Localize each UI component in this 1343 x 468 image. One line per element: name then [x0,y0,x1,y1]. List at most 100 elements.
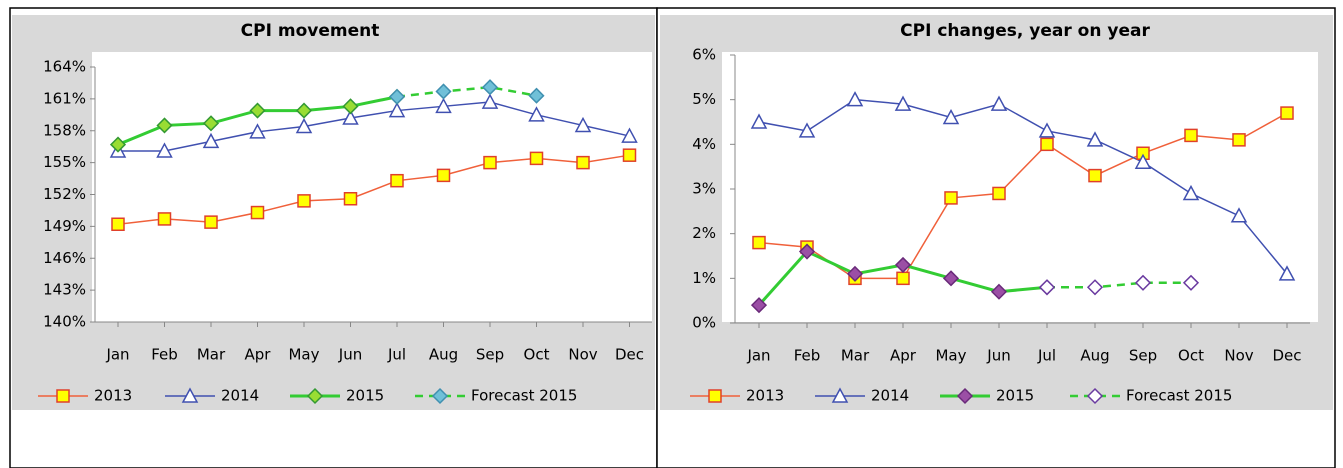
legend-label: 2015 [996,387,1034,405]
y-tick-label: 3% [692,180,716,198]
marker [1182,184,1200,201]
x-tick-label: Jul [1037,347,1056,365]
x-tick-label: Jan [746,347,770,365]
marker [846,91,864,107]
marker [528,106,545,122]
x-tick-label: Feb [794,347,821,365]
plot-area [92,52,652,322]
chart-title: CPI changes, year on year [900,21,1150,41]
marker [342,109,359,125]
marker [1134,153,1152,169]
series-line [118,101,630,152]
x-tick-label: Jun [986,347,1010,365]
marker [1088,168,1102,183]
marker [846,265,864,282]
x-tick-label: Aug [429,346,458,364]
marker [528,87,545,104]
marker [1086,131,1104,147]
x-tick-label: Jun [338,346,362,364]
marker [156,117,173,134]
marker [1280,106,1294,120]
x-tick-label: Mar [841,347,870,365]
marker [831,387,849,403]
marker [181,387,199,403]
marker [56,389,70,403]
legend-label: 2015 [346,387,384,405]
y-tick-label: 5% [692,90,716,108]
marker [576,155,590,170]
y-tick-label: 152% [43,185,86,203]
marker [1184,128,1198,143]
series-line [758,98,1288,275]
chart-title: CPI movement [241,21,380,41]
legend-label: Forecast 2015 [471,387,577,405]
x-tick-label: Jul [387,346,406,364]
legend-label: 2014 [871,387,909,405]
marker [1232,133,1246,147]
marker [483,155,497,170]
marker [481,79,499,96]
x-tick-label: May [288,346,319,364]
y-tick-label: 149% [43,217,86,235]
x-tick-label: Jan [105,346,129,364]
marker [1038,122,1056,138]
marker [1230,207,1248,223]
marker [295,102,313,119]
x-tick-label: Apr [245,346,272,364]
marker [306,387,324,405]
x-tick-label: Apr [890,347,917,365]
marker [798,122,816,138]
marker [388,101,406,118]
marker [956,387,974,405]
marker [1182,274,1200,291]
marker [295,117,313,134]
legend-label: 2013 [94,387,132,405]
marker [942,108,960,125]
marker [435,83,452,100]
marker [342,98,359,115]
x-tick-label: Dec [1272,347,1301,365]
y-tick-label: 1% [692,269,716,287]
y-tick-label: 158% [43,121,86,139]
marker [436,168,451,183]
marker [204,215,218,229]
marker [992,186,1006,201]
marker [1040,137,1054,152]
marker [390,173,404,188]
y-tick-label: 143% [43,281,86,299]
marker [157,212,172,226]
x-tick-label: Nov [568,346,597,364]
marker [202,132,220,149]
marker [481,93,499,109]
x-tick-label: Dec [615,346,644,364]
marker [750,113,768,129]
legend-label: 2013 [746,387,784,405]
y-tick-label: 164% [43,58,86,76]
series-line [117,154,630,225]
marker [622,148,637,162]
y-tick-label: 0% [692,314,716,332]
marker [621,127,638,143]
x-tick-label: Feb [151,346,178,364]
y-tick-label: 146% [43,249,86,267]
y-tick-label: 161% [43,89,86,107]
marker [388,88,406,105]
x-tick-label: Mar [197,346,226,364]
marker [202,115,220,132]
marker [249,123,266,139]
x-tick-label: Aug [1080,347,1109,365]
x-tick-label: Oct [524,346,550,364]
marker [297,194,311,208]
marker [990,283,1008,300]
marker [343,192,358,206]
marker [944,191,958,205]
series-line [758,112,1288,280]
series-line [1047,281,1191,289]
marker [750,297,768,314]
y-tick-label: 140% [43,313,86,331]
marker [250,205,265,220]
plot-area [722,52,1318,322]
marker [249,102,266,119]
x-tick-label: May [935,347,966,365]
y-tick-label: 155% [43,153,86,171]
